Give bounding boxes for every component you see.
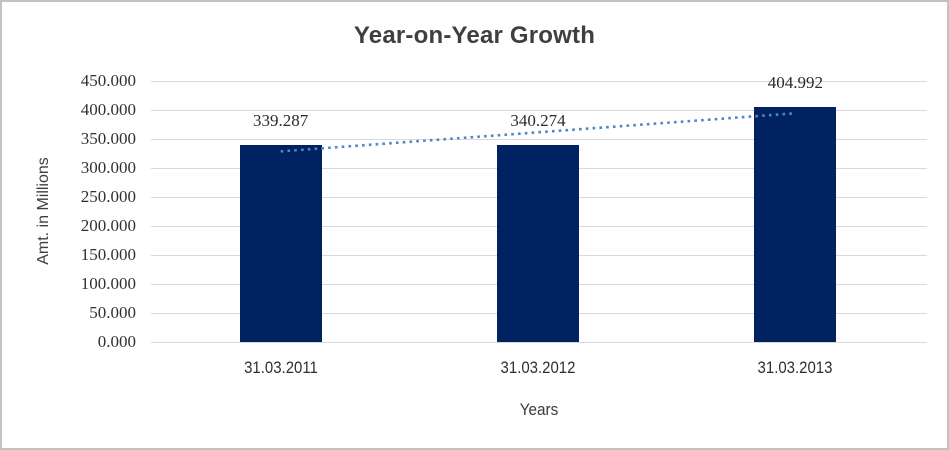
y-tick-label: 100.000 xyxy=(80,274,136,293)
x-tick-label: 31.03.2011 xyxy=(243,358,318,377)
gridline xyxy=(151,109,927,111)
y-tick-label: 350.000 xyxy=(80,129,136,148)
bar xyxy=(497,144,579,342)
data-label: 339.287 xyxy=(253,111,309,131)
bar xyxy=(239,145,322,342)
y-tick-label: 200.000 xyxy=(80,216,136,235)
x-axis-title: Years xyxy=(519,400,559,419)
y-tick-label: 400.000 xyxy=(80,100,136,119)
y-tick-label: 150.000 xyxy=(80,245,136,264)
gridline xyxy=(151,341,927,343)
x-tick-label: 31.03.2012 xyxy=(500,358,576,377)
data-label: 404.992 xyxy=(767,73,823,93)
gridline xyxy=(151,80,927,82)
y-tick-label: 250.000 xyxy=(80,187,136,206)
x-tick-label: 31.03.2013 xyxy=(757,358,833,377)
bar xyxy=(754,107,837,342)
y-tick-label: 450.000 xyxy=(80,71,136,90)
y-tick-label: 50.000 xyxy=(89,303,136,322)
y-tick-label: 300.000 xyxy=(80,158,136,177)
y-tick-label: 0.000 xyxy=(97,332,136,351)
data-label: 340.274 xyxy=(510,110,566,130)
chart-title: Year-on-Year Growth xyxy=(353,22,596,49)
